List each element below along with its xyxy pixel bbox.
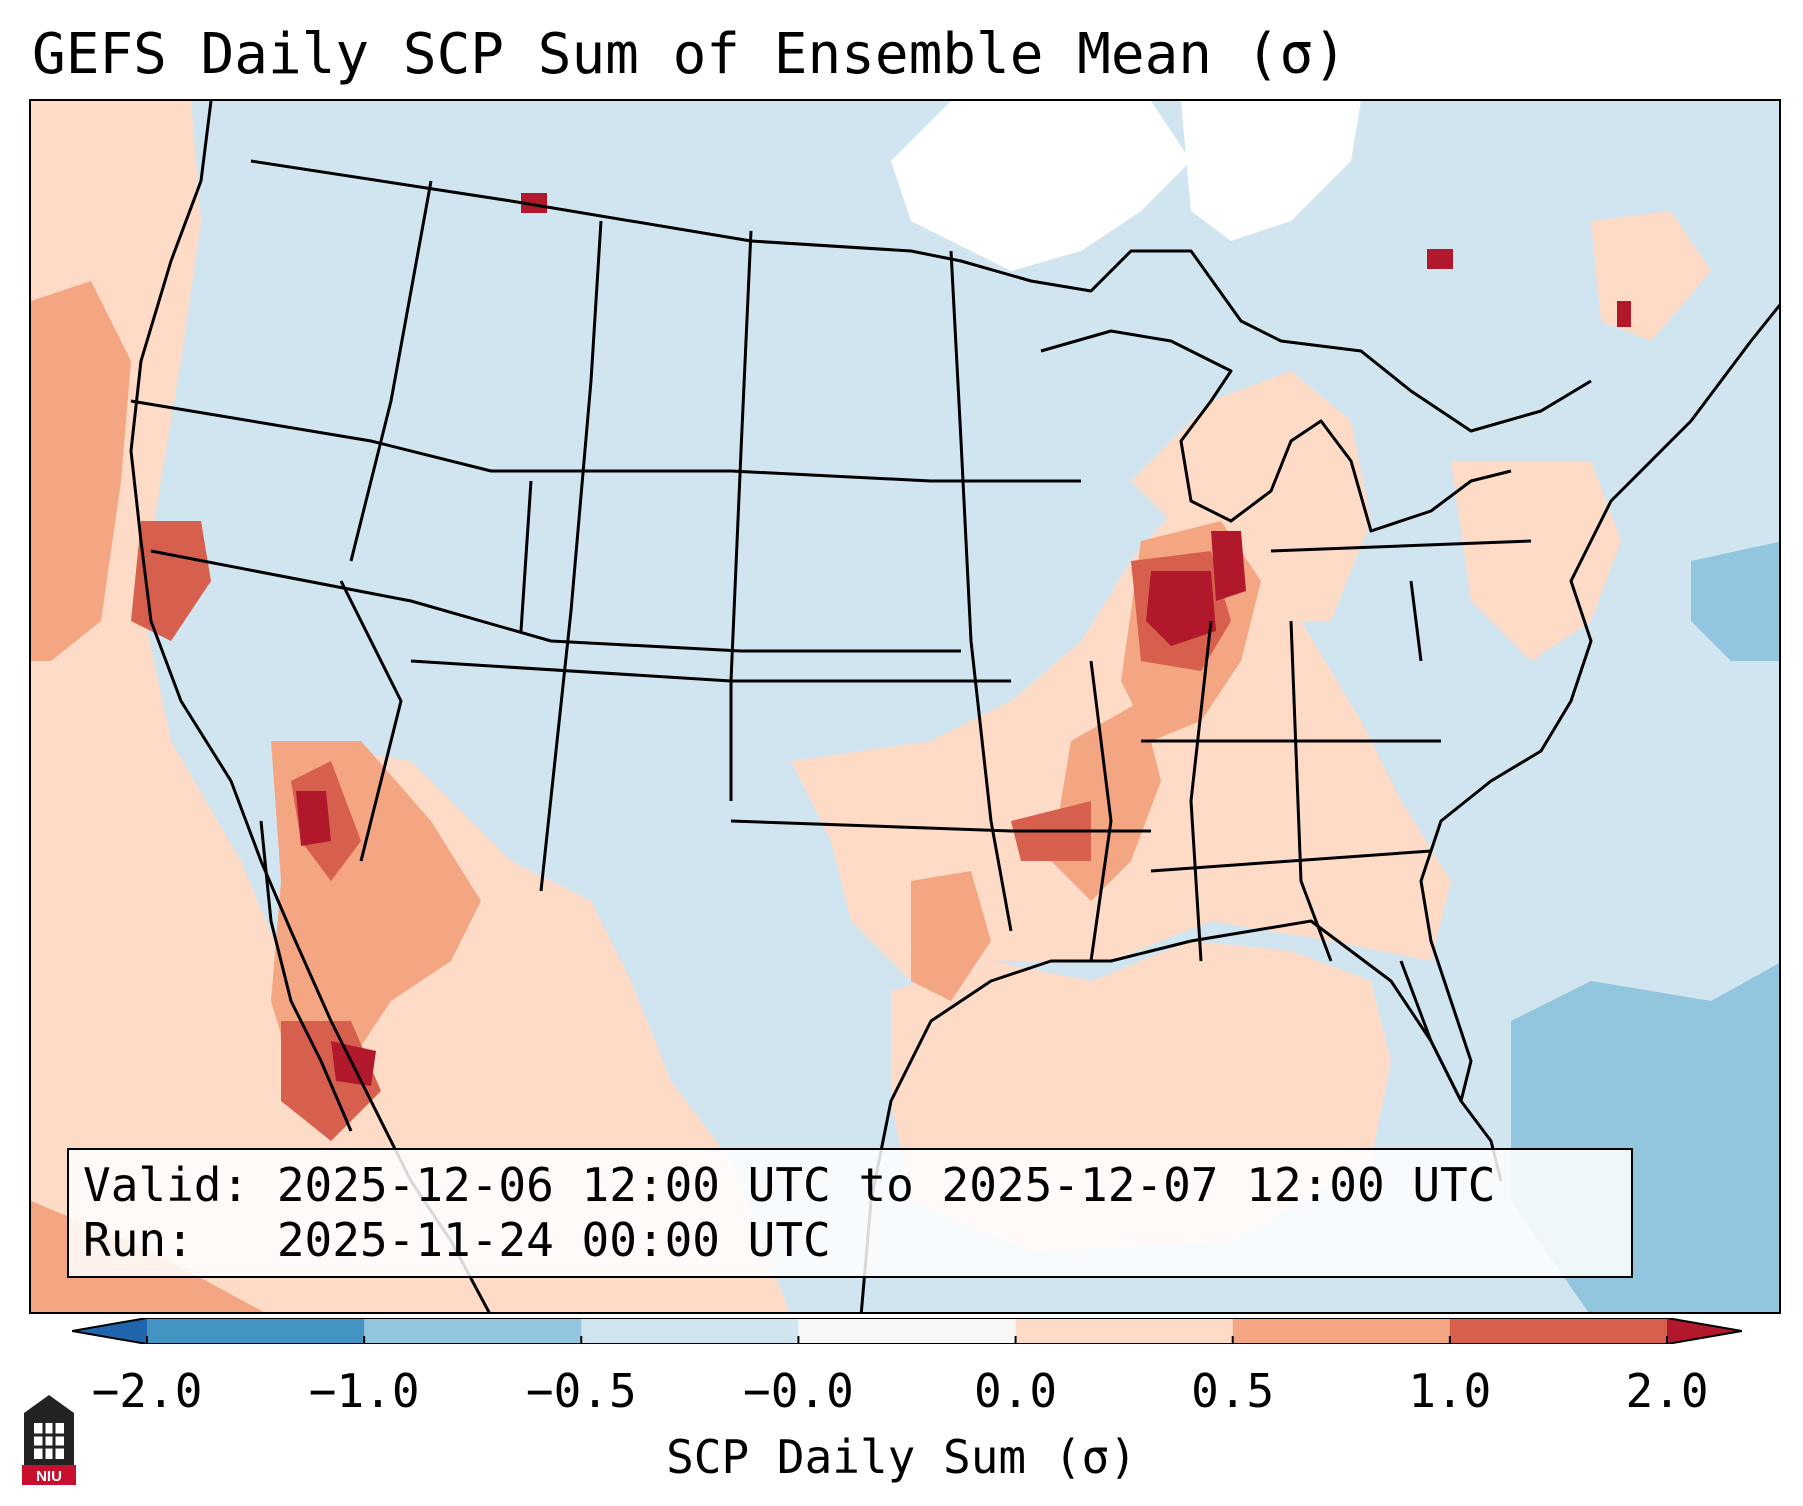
near-zero-area-canada bbox=[891, 101, 1191, 271]
colorbar-tick-label: −2.0 bbox=[91, 1364, 203, 1418]
extreme-area-illinois bbox=[1146, 571, 1216, 646]
gulf-coastline bbox=[859, 303, 1779, 1312]
strong-area-california bbox=[131, 521, 211, 641]
colorbar-tick-label: −0.0 bbox=[743, 1364, 854, 1418]
valid-time-line: Valid: 2025-12-06 12:00 UTC to 2025-12-0… bbox=[83, 1158, 1496, 1212]
positive-area-northeast bbox=[1451, 461, 1621, 661]
medium-area-pacific-coast bbox=[31, 281, 131, 661]
medium-area-texas bbox=[911, 871, 991, 1001]
niu-logo: NIU bbox=[22, 1395, 76, 1485]
anomaly-field bbox=[31, 101, 1779, 1312]
state-lines bbox=[130, 180, 1532, 962]
map-panel bbox=[29, 99, 1781, 1314]
baja-coastline bbox=[259, 820, 353, 1132]
map-boundaries bbox=[129, 101, 1779, 1312]
colorbar-bin bbox=[798, 1318, 1017, 1344]
logo-banner bbox=[22, 1465, 76, 1485]
negative-area-atlantic bbox=[1691, 541, 1779, 661]
logo-window bbox=[34, 1423, 64, 1459]
colorbar-bin bbox=[1015, 1318, 1234, 1344]
colorbar-tick-label: 2.0 bbox=[1625, 1364, 1709, 1418]
valid-time-box: Valid: 2025-12-06 12:00 UTC to 2025-12-0… bbox=[67, 1148, 1633, 1278]
logo-text: NIU bbox=[36, 1468, 62, 1485]
positive-area-midwest bbox=[1131, 371, 1371, 621]
extreme-area-indiana bbox=[1211, 531, 1246, 601]
colorbar-tick-label: −0.5 bbox=[525, 1364, 637, 1418]
colorbar-bin bbox=[364, 1318, 582, 1344]
colorbar-tick-label: −1.0 bbox=[308, 1364, 420, 1418]
colorbar-tick-label: 0.0 bbox=[974, 1364, 1058, 1418]
extreme-cell-quebec bbox=[1427, 249, 1453, 269]
colorbar-label: SCP Daily Sum (σ) bbox=[666, 1430, 1137, 1484]
colorbar-bin bbox=[581, 1318, 799, 1344]
map-canvas bbox=[31, 101, 1779, 1312]
logo-window-grid bbox=[34, 1423, 64, 1459]
colorbar-under-extension bbox=[72, 1318, 147, 1344]
positive-area-maine bbox=[1591, 211, 1711, 341]
run-time-line: Run: 2025-11-24 00:00 UTC bbox=[83, 1213, 831, 1267]
extreme-area-arizona bbox=[296, 791, 331, 846]
extreme-cell-new-england bbox=[1617, 301, 1631, 327]
us-canada-border bbox=[250, 159, 1592, 433]
west-coastline bbox=[129, 101, 491, 1312]
colorbar-tick-label: 1.0 bbox=[1408, 1364, 1492, 1418]
colorbar-tick-label: 0.5 bbox=[1191, 1364, 1275, 1418]
colorbar-over-extension bbox=[1667, 1318, 1742, 1344]
colorbar bbox=[72, 1318, 1742, 1344]
near-zero-area-ontario bbox=[1181, 101, 1361, 241]
extreme-cell-montana bbox=[521, 193, 547, 213]
colorbar-bin bbox=[147, 1318, 365, 1344]
colorbar-bin bbox=[1449, 1318, 1668, 1344]
colorbar-bin bbox=[1232, 1318, 1451, 1344]
great-lakes bbox=[1040, 329, 1512, 533]
chart-title: GEFS Daily SCP Sum of Ensemble Mean (σ) bbox=[32, 22, 1347, 87]
